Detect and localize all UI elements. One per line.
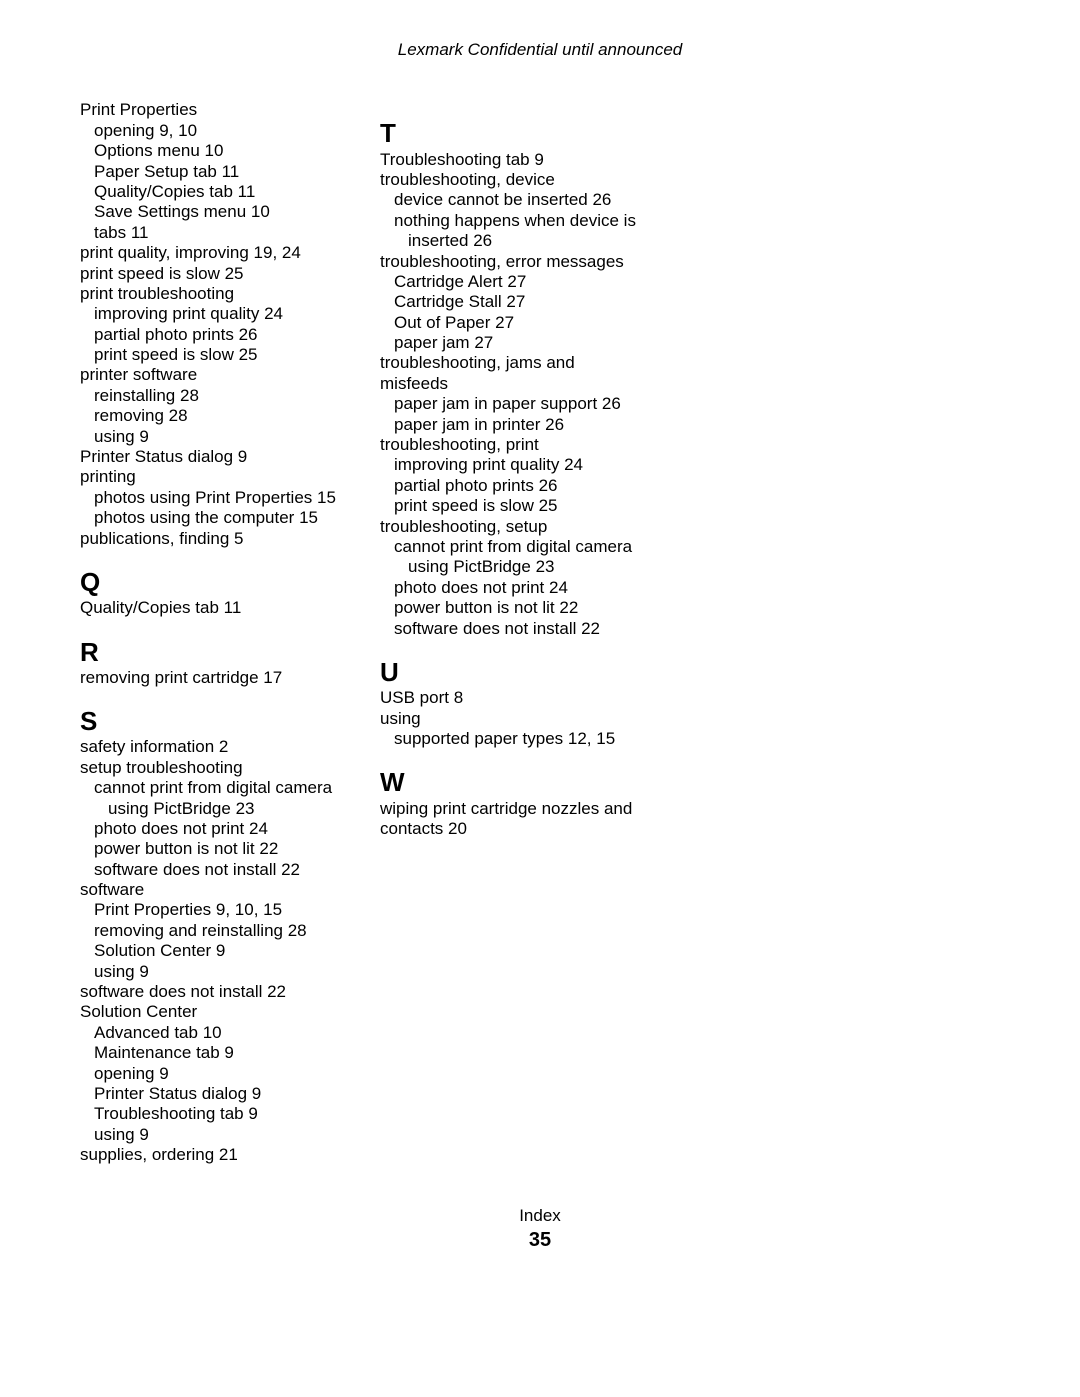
index-entry: removing and reinstalling 28 [80,921,340,941]
index-entry: paper jam in printer 26 [380,415,640,435]
index-entry: setup troubleshooting [80,758,340,778]
index-entry: Print Properties [80,100,340,120]
index-entry: Advanced tab 10 [80,1023,340,1043]
index-columns: Print Propertiesopening 9, 10Options men… [80,100,1000,1165]
index-entry: Printer Status dialog 9 [80,1084,340,1104]
index-entry: removing print cartridge 17 [80,668,340,688]
index-entry: using PictBridge 23 [380,557,640,577]
index-entry: photo does not print 24 [80,819,340,839]
index-entry: Cartridge Stall 27 [380,292,640,312]
index-entry: Print Properties 9, 10, 15 [80,900,340,920]
index-column-1: Print Propertiesopening 9, 10Options men… [80,100,340,1165]
index-entry: photo does not print 24 [380,578,640,598]
index-entry: Paper Setup tab 11 [80,162,340,182]
index-entry: publications, finding 5 [80,529,340,549]
index-entry: troubleshooting, print [380,435,640,455]
index-entry: troubleshooting, jams and [380,353,640,373]
index-entry: paper jam in paper support 26 [380,394,640,414]
index-entry: print speed is slow 25 [80,264,340,284]
index-entry: Solution Center 9 [80,941,340,961]
index-entry: wiping print cartridge nozzles and [380,799,640,819]
confidential-header: Lexmark Confidential until announced [80,40,1000,60]
index-entry: paper jam 27 [380,333,640,353]
index-entry: cannot print from digital camera [380,537,640,557]
index-entry: misfeeds [380,374,640,394]
index-entry: using 9 [80,1125,340,1145]
index-entry: print speed is slow 25 [80,345,340,365]
index-entry: Out of Paper 27 [380,313,640,333]
footer-section-label: Index [80,1206,1000,1226]
index-entry: Maintenance tab 9 [80,1043,340,1063]
index-entry: software does not install 22 [380,619,640,639]
index-entry: troubleshooting, device [380,170,640,190]
index-entry: software [80,880,340,900]
index-entry: Printer Status dialog 9 [80,447,340,467]
index-section-letter: Q [80,567,340,598]
index-entry: device cannot be inserted 26 [380,190,640,210]
index-entry: inserted 26 [380,231,640,251]
index-entry: Troubleshooting tab 9 [380,150,640,170]
index-section-letter: T [380,118,640,149]
index-entry: supplies, ordering 21 [80,1145,340,1165]
index-entry: using [380,709,640,729]
index-entry: Troubleshooting tab 9 [80,1104,340,1124]
index-entry: cannot print from digital camera [80,778,340,798]
index-section-letter: S [80,706,340,737]
index-entry: removing 28 [80,406,340,426]
index-entry: software does not install 22 [80,860,340,880]
index-entry: using PictBridge 23 [80,799,340,819]
index-entry: Quality/Copies tab 11 [80,598,340,618]
index-entry: improving print quality 24 [80,304,340,324]
index-entry: partial photo prints 26 [380,476,640,496]
index-entry: USB port 8 [380,688,640,708]
index-section-letter: W [380,767,640,798]
index-entry: print troubleshooting [80,284,340,304]
index-entry: using 9 [80,427,340,447]
index-entry: Options menu 10 [80,141,340,161]
index-entry: software does not install 22 [80,982,340,1002]
index-entry: Quality/Copies tab 11 [80,182,340,202]
index-entry: printing [80,467,340,487]
page-footer: Index 35 [80,1206,1000,1252]
index-entry: improving print quality 24 [380,455,640,475]
index-entry: troubleshooting, error messages [380,252,640,272]
index-entry: Solution Center [80,1002,340,1022]
index-entry: power button is not lit 22 [380,598,640,618]
index-section-letter: R [80,637,340,668]
index-section-letter: U [380,657,640,688]
index-entry: photos using the computer 15 [80,508,340,528]
index-entry: troubleshooting, setup [380,517,640,537]
index-entry: opening 9, 10 [80,121,340,141]
index-column-2: TTroubleshooting tab 9troubleshooting, d… [380,100,640,1165]
index-entry: power button is not lit 22 [80,839,340,859]
index-entry: print speed is slow 25 [380,496,640,516]
index-entry: nothing happens when device is [380,211,640,231]
index-entry: photos using Print Properties 15 [80,488,340,508]
index-entry: opening 9 [80,1064,340,1084]
index-entry: partial photo prints 26 [80,325,340,345]
index-entry: safety information 2 [80,737,340,757]
index-entry: contacts 20 [380,819,640,839]
index-entry: print quality, improving 19, 24 [80,243,340,263]
index-entry: Save Settings menu 10 [80,202,340,222]
index-entry: tabs 11 [80,223,340,243]
index-entry: Cartridge Alert 27 [380,272,640,292]
index-entry: using 9 [80,962,340,982]
index-entry: reinstalling 28 [80,386,340,406]
index-entry: printer software [80,365,340,385]
footer-page-number: 35 [80,1228,1000,1252]
index-entry: supported paper types 12, 15 [380,729,640,749]
